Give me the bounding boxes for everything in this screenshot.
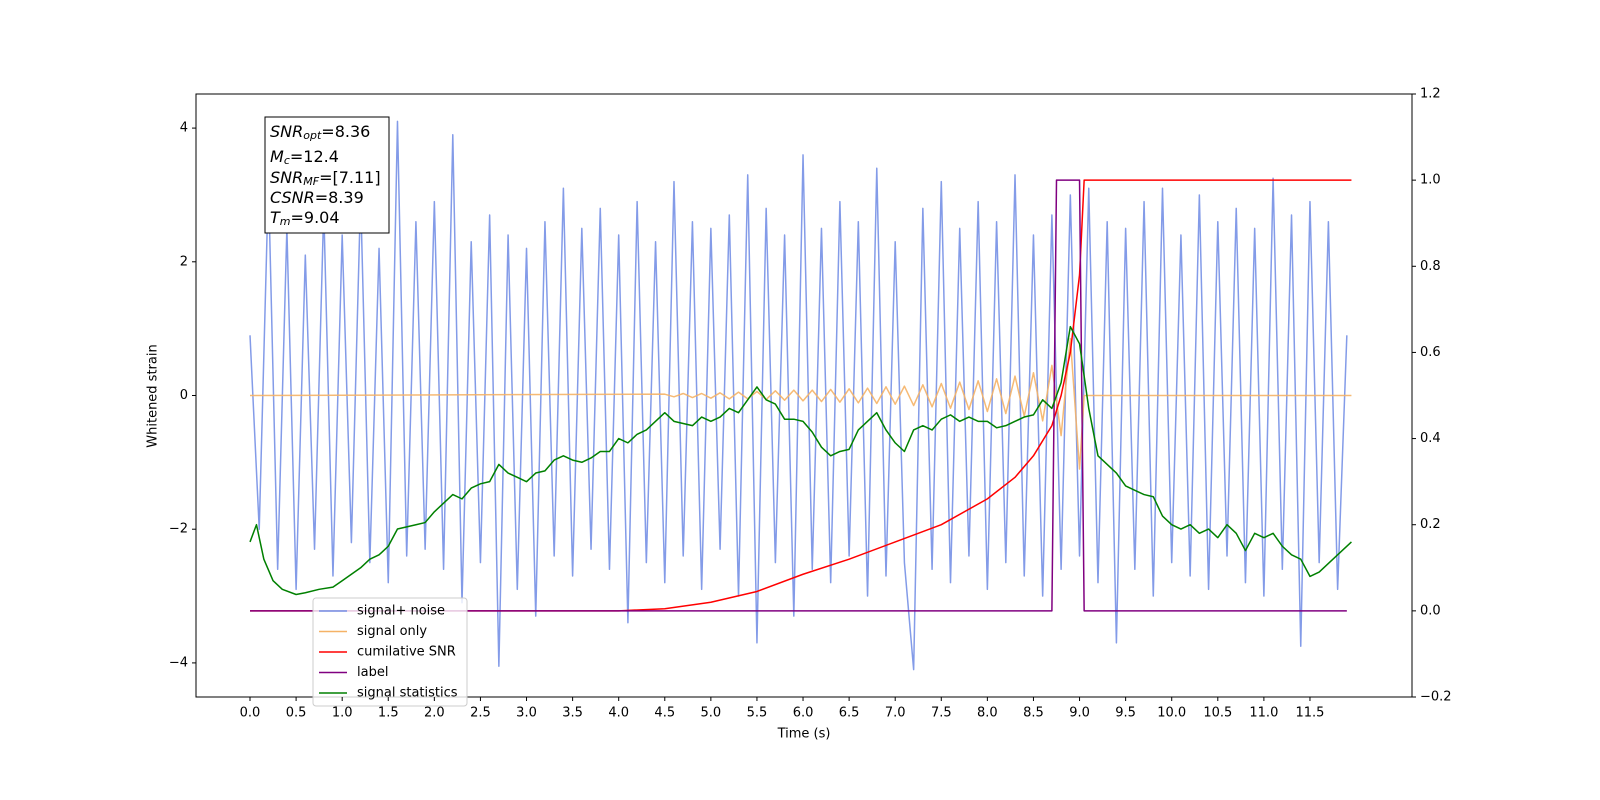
annotation-symbol: M — [270, 147, 284, 166]
x-tick-label: 5.5 — [747, 706, 768, 721]
series-line — [249, 120, 1348, 671]
x-tick-label: 9.5 — [1115, 706, 1136, 721]
annotation-box: SNRopt=8.36Mc=12.4SNRMF=[7.11]CSNR=8.39T… — [264, 116, 390, 234]
annotation-frame — [264, 116, 390, 234]
y-axis-label: Whitened strain — [146, 344, 161, 447]
x-tick-label: 3.0 — [516, 706, 537, 721]
annotation-value: =9.04 — [291, 208, 340, 227]
legend: signal+ noise signal only cumilative SNR la… — [312, 597, 468, 707]
x-tick-label: 0.5 — [286, 706, 307, 721]
legend-label: signal only — [357, 624, 427, 639]
annotation-subscript: m — [280, 215, 291, 228]
annotation: Tm=9.04 — [270, 208, 340, 229]
y-tick-label: 2 — [180, 254, 188, 269]
series-line — [250, 179, 1352, 612]
annotation-symbol: SNR — [270, 168, 303, 187]
x-tick-label: 6.0 — [793, 706, 814, 721]
x-tick-label: 9.0 — [1069, 706, 1090, 721]
annotation-subscript: MF — [303, 175, 319, 188]
x-tick-label: 4.0 — [608, 706, 629, 721]
y2-tick-label: 0.4 — [1420, 431, 1441, 446]
y2-tick-label: 0.2 — [1420, 517, 1441, 532]
y2-tick-label: 1.0 — [1420, 173, 1441, 188]
plot-area — [249, 120, 1352, 671]
y2-tick-label: 0.8 — [1420, 259, 1441, 274]
x-tick-label: 7.5 — [931, 706, 952, 721]
annotation-symbol: CSNR — [270, 188, 315, 207]
x-tick-label: 10.0 — [1157, 706, 1186, 721]
x-tick-label: 8.0 — [977, 706, 998, 721]
annotation-value: =12.4 — [290, 147, 339, 166]
annotation: CSNR=8.39 — [270, 188, 364, 207]
annotation: SNRMF=[7.11] — [270, 168, 381, 189]
annotation-value: =8.39 — [315, 188, 364, 207]
annotation-subscript: c — [284, 154, 290, 167]
x-tick-label: 7.0 — [885, 706, 906, 721]
y2-tick-label: 1.2 — [1420, 87, 1441, 102]
x-axis-label: Time (s) — [777, 727, 831, 742]
y2-tick-label: −0.2 — [1420, 690, 1452, 705]
y2-tick-label: 0.6 — [1420, 345, 1441, 360]
series-line — [250, 337, 1352, 470]
x-tick-label: 3.5 — [562, 706, 583, 721]
annotation: SNRopt=8.36 — [270, 122, 370, 143]
annotation-symbol: SNR — [270, 122, 303, 141]
annotation-symbol: T — [270, 208, 281, 227]
x-tick-label: 4.5 — [654, 706, 675, 721]
x-tick-label: 11.0 — [1249, 706, 1278, 721]
x-tick-label: 10.5 — [1203, 706, 1232, 721]
x-tick-label: 6.5 — [839, 706, 860, 721]
legend-label: cumilative SNR — [357, 645, 456, 660]
y-tick-label: 4 — [180, 121, 188, 136]
x-tick-label: 0.0 — [240, 706, 261, 721]
y-tick-label: 0 — [180, 388, 188, 403]
x-tick-label: 1.5 — [378, 706, 399, 721]
x-tick-label: 2.5 — [470, 706, 491, 721]
annotation: Mc=12.4 — [270, 147, 339, 168]
legend-label: signal statistics — [357, 686, 458, 701]
series-line — [250, 179, 1347, 612]
annotation-value: =8.36 — [321, 122, 370, 141]
x-tick-label: 2.0 — [424, 706, 445, 721]
x-tick-label: 5.0 — [701, 706, 722, 721]
x-tick-label: 11.5 — [1295, 706, 1324, 721]
series-line — [249, 325, 1352, 596]
legend-frame — [312, 597, 468, 707]
y-tick-label: −2 — [169, 522, 188, 537]
y2-tick-label: 0.0 — [1420, 603, 1441, 618]
annotation-subscript: opt — [303, 129, 322, 142]
legend-label: label — [357, 665, 388, 680]
legend-label: signal+ noise — [357, 604, 445, 619]
x-tick-label: 8.5 — [1023, 706, 1044, 721]
y-tick-label: −4 — [169, 655, 188, 670]
annotation-value: =[7.11] — [319, 168, 381, 187]
x-tick-label: 1.0 — [332, 706, 353, 721]
